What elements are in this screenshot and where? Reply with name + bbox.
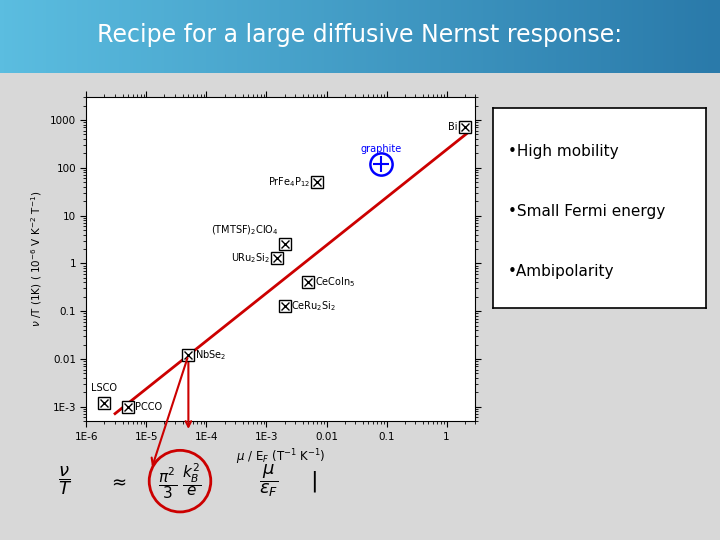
X-axis label: $\mu$ / E$_F$ (T$^{-1}$ K$^{-1}$): $\mu$ / E$_F$ (T$^{-1}$ K$^{-1}$) (236, 447, 325, 467)
Text: •Ambipolarity: •Ambipolarity (508, 265, 615, 279)
Text: Recipe for a large diffusive Nernst response:: Recipe for a large diffusive Nernst resp… (97, 23, 623, 47)
Text: •High mobility: •High mobility (508, 145, 618, 159)
Text: •Small Fermi energy: •Small Fermi energy (508, 205, 665, 219)
Text: PrFe$_4$P$_{12}$: PrFe$_4$P$_{12}$ (268, 176, 310, 189)
Text: CeRu$_2$Si$_2$: CeRu$_2$Si$_2$ (292, 299, 336, 313)
Text: Bi: Bi (448, 123, 458, 132)
Text: CeCoIn$_5$: CeCoIn$_5$ (315, 275, 356, 289)
Text: graphite: graphite (360, 144, 401, 154)
Y-axis label: $\nu$ /T (1K) ( 10$^{-6}$ V K$^{-2}$ T$^{-1}$): $\nu$ /T (1K) ( 10$^{-6}$ V K$^{-2}$ T$^… (30, 191, 45, 327)
Text: URu$_2$Si$_2$: URu$_2$Si$_2$ (231, 251, 270, 265)
Text: NbSe$_2$: NbSe$_2$ (195, 348, 227, 362)
Text: $\dfrac{\nu}{T}$: $\dfrac{\nu}{T}$ (58, 465, 72, 497)
Text: $\dfrac{\pi^2}{3}\ \dfrac{k_B^2}{e}$: $\dfrac{\pi^2}{3}\ \dfrac{k_B^2}{e}$ (158, 461, 202, 501)
Text: LSCO: LSCO (91, 383, 117, 393)
Text: $\approx$: $\approx$ (108, 472, 127, 490)
Text: $|$: $|$ (310, 469, 316, 494)
Text: (TMTSF)$_2$ClO$_4$: (TMTSF)$_2$ClO$_4$ (211, 224, 279, 238)
Text: $\dfrac{\mu}{\varepsilon_F}$: $\dfrac{\mu}{\varepsilon_F}$ (259, 463, 279, 500)
Text: PCCO: PCCO (135, 402, 163, 412)
